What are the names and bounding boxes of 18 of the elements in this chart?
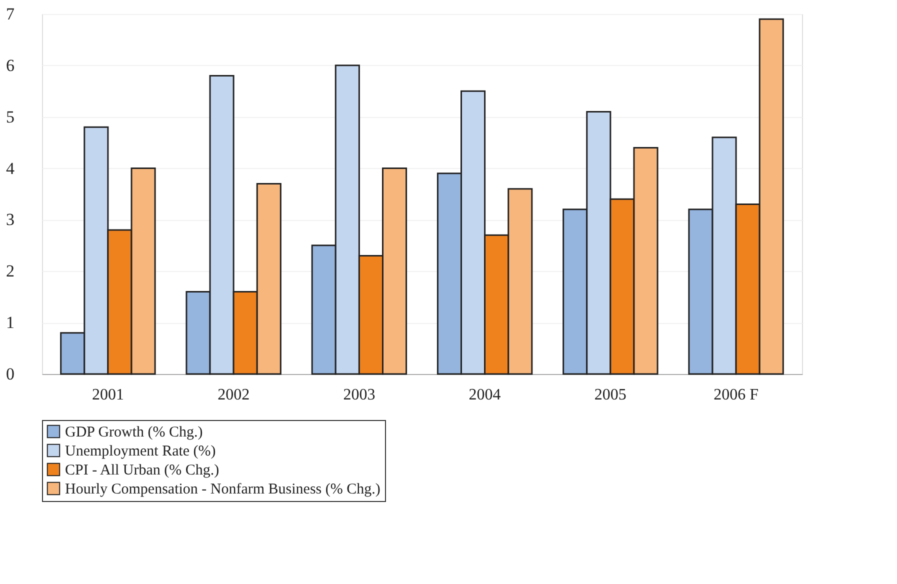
y-tick-label: 4 bbox=[6, 158, 15, 178]
legend-label: CPI - All Urban (% Chg.) bbox=[65, 462, 220, 478]
x-tick-label: 2004 bbox=[468, 386, 501, 404]
legend-label: Hourly Compensation - Nonfarm Business (% Chg.) bbox=[65, 482, 380, 498]
y-tick-label: 0 bbox=[6, 364, 14, 384]
y-tick-label: 5 bbox=[6, 107, 14, 126]
x-tick-label: 2001 bbox=[92, 386, 124, 404]
y-tick-label: 3 bbox=[6, 210, 14, 230]
x-tick-label: 2002 bbox=[218, 386, 250, 404]
x-tick-label: 2006 F bbox=[714, 386, 759, 404]
x-tick-label: 2003 bbox=[343, 386, 376, 404]
y-tick-label: 6 bbox=[6, 56, 14, 75]
y-tick-label: 7 bbox=[6, 4, 15, 24]
y-tick-label: 2 bbox=[6, 262, 14, 281]
legend-label: GDP Growth (% Chg.) bbox=[65, 424, 203, 440]
legend-label: Unemployment Rate (%) bbox=[65, 444, 216, 460]
x-tick-label: 2005 bbox=[594, 386, 626, 404]
y-tick-label: 1 bbox=[6, 313, 14, 332]
